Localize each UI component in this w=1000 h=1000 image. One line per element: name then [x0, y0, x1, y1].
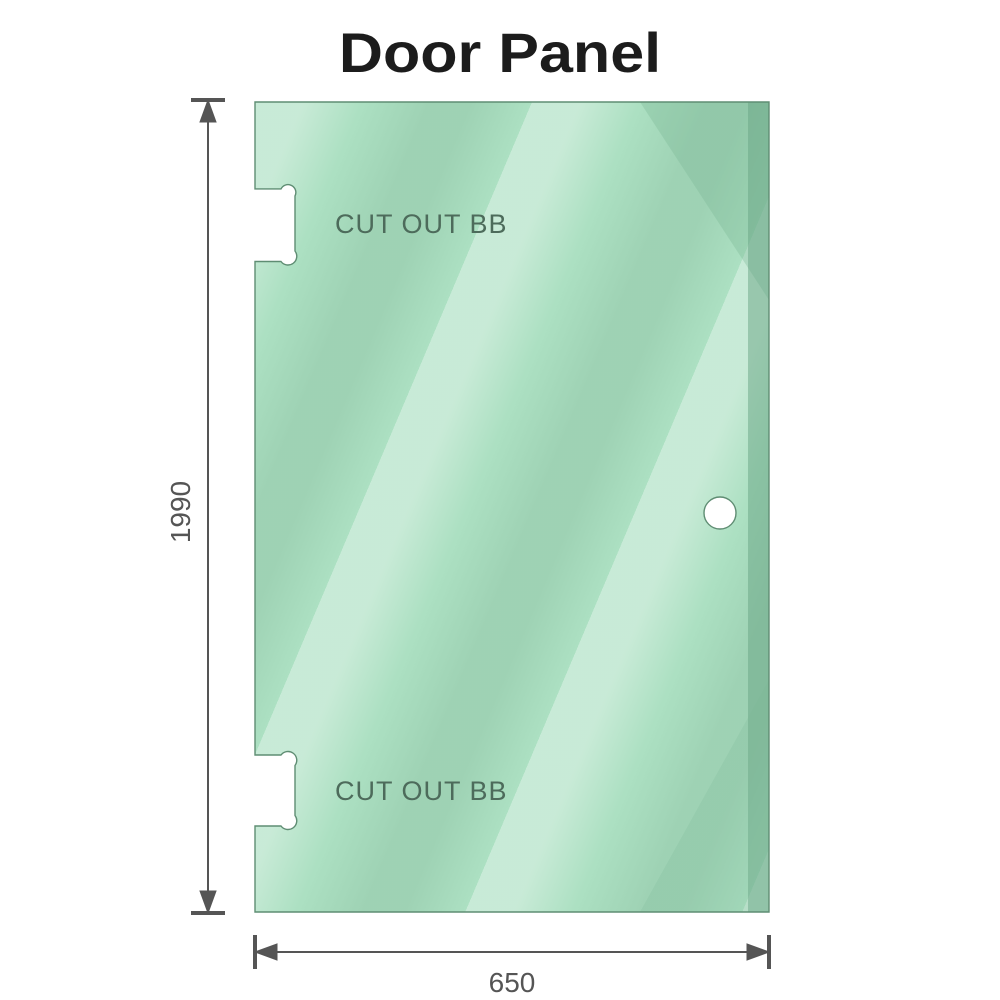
svg-text:CUT OUT BB: CUT OUT BB: [335, 776, 508, 806]
svg-text:650: 650: [489, 967, 536, 998]
svg-text:1990: 1990: [165, 481, 196, 543]
svg-text:CUT OUT BB: CUT OUT BB: [335, 209, 508, 239]
